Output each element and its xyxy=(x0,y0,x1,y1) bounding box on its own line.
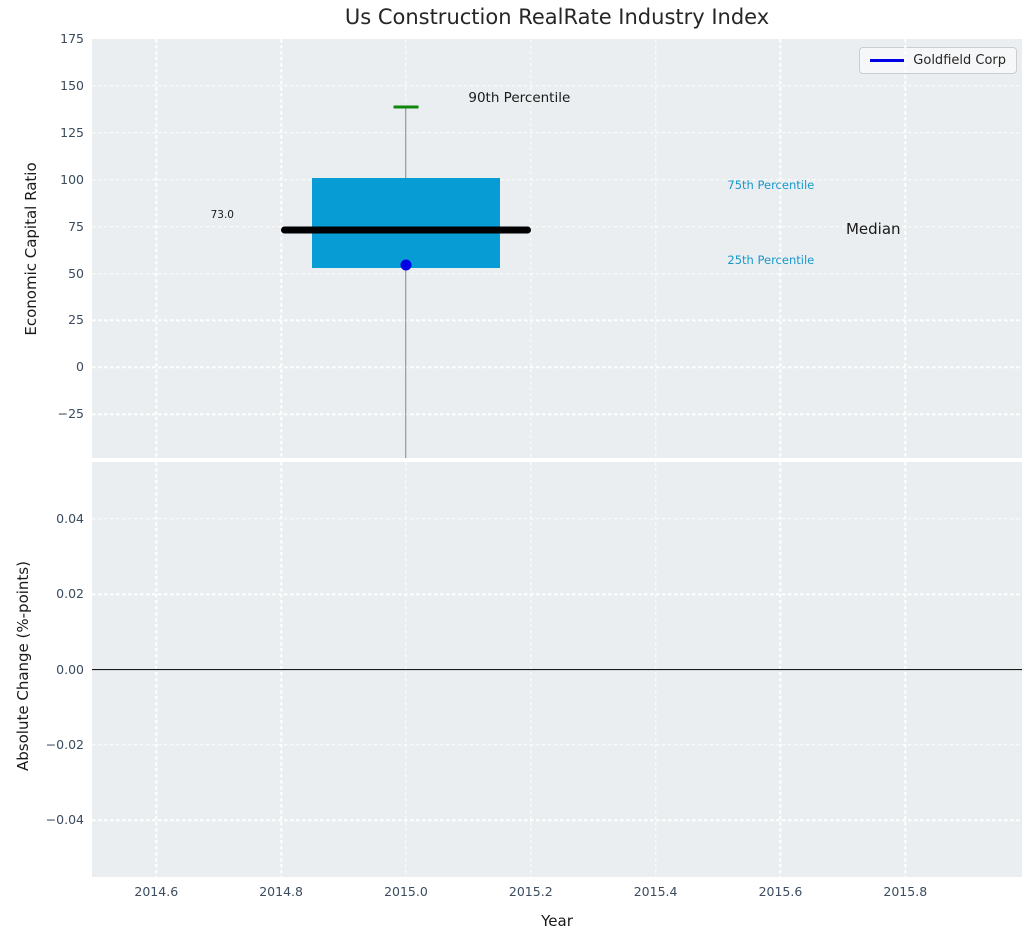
grid-line-horizontal xyxy=(92,85,1022,87)
grid-line-horizontal xyxy=(92,744,1022,746)
grid-line-horizontal xyxy=(92,819,1022,821)
grid-line-horizontal xyxy=(92,225,1022,228)
x-tick-label: 2015.2 xyxy=(508,884,553,899)
y-tick-label: 150 xyxy=(60,77,84,93)
x-tick-label: 2015.4 xyxy=(633,884,678,899)
p90-cap xyxy=(393,105,419,109)
x-tick-label: 2014.6 xyxy=(134,884,179,899)
y-tick-label: 50 xyxy=(68,265,84,281)
legend-label: Goldfield Corp xyxy=(913,53,1006,68)
grid-line-vertical xyxy=(779,39,782,458)
grid-line-horizontal xyxy=(92,132,1022,134)
grid-line-horizontal xyxy=(92,319,1022,322)
y-tick-label: 0 xyxy=(76,359,84,375)
y-tick-label: −0.04 xyxy=(45,811,84,827)
company-point xyxy=(400,259,412,271)
y-tick-label: 25 xyxy=(68,312,84,328)
zero-reference-line xyxy=(92,668,1022,671)
grid-line-horizontal xyxy=(92,179,1022,181)
y-tick-label: 0.02 xyxy=(56,585,84,601)
x-tick-label: 2015.8 xyxy=(883,884,928,899)
y-tick-label: 0.04 xyxy=(56,510,84,526)
grid-line-vertical xyxy=(904,39,906,458)
grid-line-vertical xyxy=(654,39,657,458)
annotation-90th-percentile: 90th Percentile xyxy=(468,89,571,106)
annotation-median: Median xyxy=(845,220,901,239)
legend: Goldfield Corp xyxy=(859,47,1017,74)
axes-bottom: 0.04 0.02 0.00 −0.02 −0.04 2014.6 2014.8 2015.0… xyxy=(46,462,1022,899)
legend-line-swatch xyxy=(870,59,905,62)
x-tick-label: 2015.6 xyxy=(758,884,803,899)
grid-line-horizontal xyxy=(92,272,1022,275)
chart-title: Us Construction RealRate Industry Index xyxy=(344,5,770,29)
y-tick-label: 125 xyxy=(60,124,84,140)
grid-line-vertical xyxy=(155,39,157,458)
box-iqr-rect xyxy=(312,177,500,268)
y-tick-label: 175 xyxy=(60,30,84,46)
annotation-75th-percentile: 75th Percentile xyxy=(727,178,815,193)
median-line xyxy=(281,226,531,234)
grid-line-vertical xyxy=(280,39,282,458)
y-tick-label: 100 xyxy=(60,171,84,187)
whisker-line xyxy=(405,107,407,458)
grid-line-horizontal xyxy=(92,413,1022,415)
y-axis-label-top: Economic Capital Ratio xyxy=(22,162,40,336)
y-tick-label: 0.00 xyxy=(56,661,84,677)
grid-line-horizontal xyxy=(92,366,1022,369)
y-axis-label-bottom: Absolute Change (%-points) xyxy=(14,561,32,771)
x-tick-label: 2014.8 xyxy=(259,884,303,899)
x-tick-label: 2015.0 xyxy=(384,884,428,899)
y-tick-label: −0.02 xyxy=(45,736,84,752)
grid-line-horizontal xyxy=(92,518,1022,520)
grid-line-horizontal xyxy=(92,593,1022,595)
axes-top: Goldfield Corp 175 150 125 100 75 50 25 0 −25 90t… xyxy=(58,31,1022,458)
annotation-25th-percentile: 25th Percentile xyxy=(727,253,815,268)
annotation-73-0: 73.0 xyxy=(210,209,234,222)
y-tick-label: 75 xyxy=(68,218,84,234)
grid-line-vertical xyxy=(530,39,532,458)
x-axis-label: Year xyxy=(541,912,573,930)
y-tick-label: −25 xyxy=(57,406,84,422)
